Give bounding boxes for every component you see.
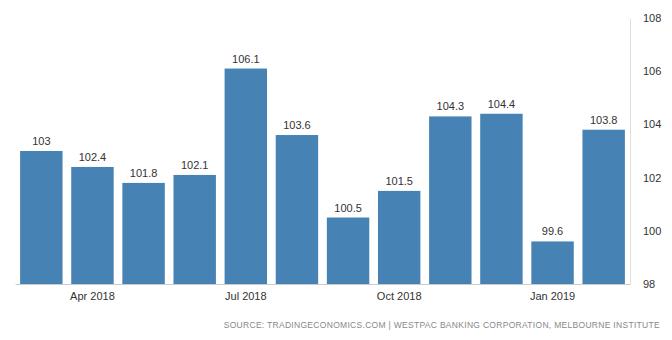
bar [327, 218, 369, 285]
plot: Apr 2018 Jul 2018 Oct 2018 Jan 2019 98 100 102… [16, 12, 662, 302]
y-axis-line [630, 19, 631, 285]
y-tick-label: 104 [643, 118, 661, 130]
bar [582, 130, 624, 284]
data-label: 103.6 [283, 119, 311, 131]
y-tick-label: 108 [643, 12, 661, 24]
data-label: 104.3 [437, 100, 465, 112]
y-tick-label: 102 [643, 172, 661, 184]
bar [122, 183, 164, 284]
x-tick: Apr 2018 [70, 284, 115, 302]
bar [71, 167, 113, 284]
y-tick-label: 106 [643, 65, 661, 77]
x-tick-label: Oct 2018 [377, 290, 422, 302]
x-tick: Jan 2019 [530, 284, 575, 302]
data-label: 101.8 [130, 167, 158, 179]
y-tick: 108 [630, 12, 661, 24]
bars [20, 69, 625, 284]
x-axis: Apr 2018 Jul 2018 Oct 2018 Jan 2019 [16, 284, 631, 302]
bar [276, 135, 318, 284]
data-label: 103.8 [590, 114, 618, 126]
data-label: 101.5 [385, 175, 413, 187]
data-label: 99.6 [542, 225, 563, 237]
x-tick-label: Jan 2019 [530, 290, 575, 302]
data-labels: 103 102.4 101.8 102.1 106.1 103.6 100.5 101.5 10… [32, 53, 617, 238]
y-tick: 100 [630, 225, 661, 237]
y-tick-label: 98 [643, 278, 655, 290]
bar [378, 191, 420, 284]
y-tick: 102 [630, 172, 661, 184]
y-tick: 98 [630, 278, 655, 290]
y-tick: 104 [630, 118, 661, 130]
x-axis-line [16, 284, 631, 285]
bar [531, 241, 573, 284]
bar [225, 69, 267, 284]
data-label: 103 [32, 135, 50, 147]
bar [429, 116, 471, 284]
x-tick-label: Jul 2018 [225, 290, 267, 302]
y-tick-label: 100 [643, 225, 661, 237]
x-tick-label: Apr 2018 [70, 290, 115, 302]
data-label: 104.4 [488, 98, 516, 110]
y-axis: 98 100 102 104 106 108 [630, 12, 661, 290]
bar [480, 114, 522, 284]
bar [173, 175, 215, 284]
y-tick: 106 [630, 65, 661, 77]
source-note: SOURCE: TRADINGECONOMICS.COM | WESTPAC B… [224, 320, 660, 330]
data-label: 102.4 [79, 151, 107, 163]
data-label: 102.1 [181, 159, 209, 171]
bar [20, 151, 62, 284]
data-label: 106.1 [232, 53, 260, 65]
data-label: 100.5 [334, 202, 362, 214]
x-tick: Jul 2018 [225, 284, 267, 302]
chart: Apr 2018 Jul 2018 Oct 2018 Jan 2019 98 100 102… [0, 0, 672, 340]
x-tick: Oct 2018 [377, 284, 422, 302]
